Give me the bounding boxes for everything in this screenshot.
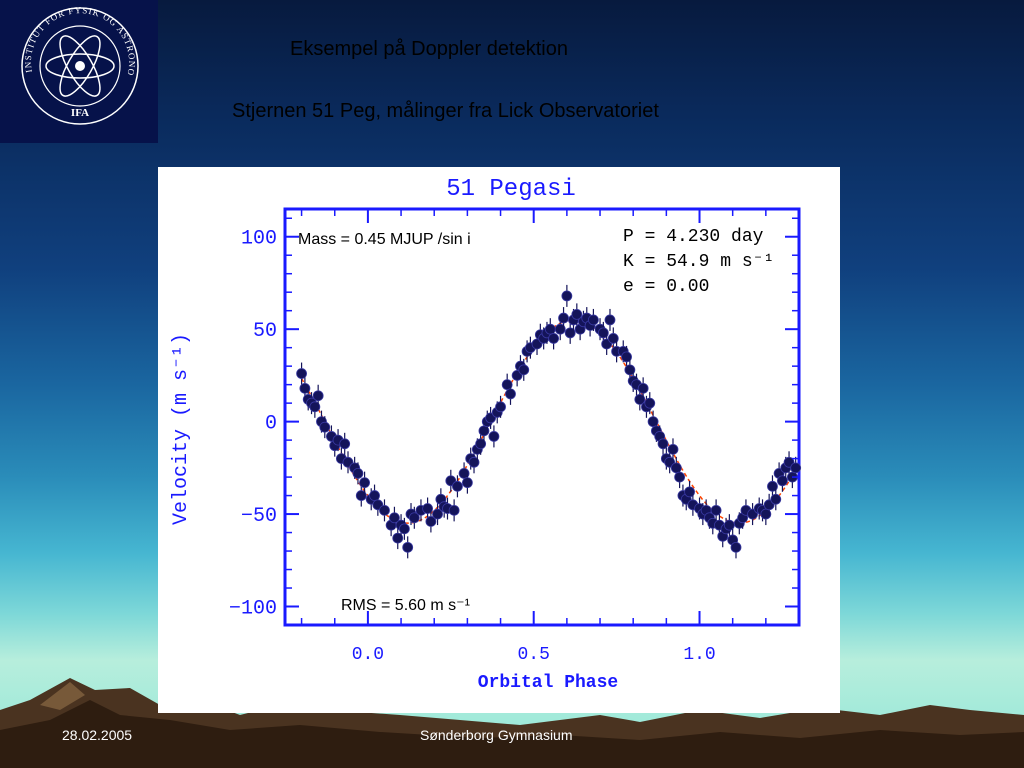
data-point [637,377,649,400]
data-point [398,517,410,540]
data-point [408,506,420,529]
data-point [790,456,802,479]
x-tick-label: 0.5 [518,645,550,665]
data-point [564,321,576,344]
data-point [448,499,460,522]
logo-ring-text: INSTITUT FOR FYSIK OG ASTRONOMI [0,0,136,77]
data-point [296,362,307,385]
chart-panel: 51 Pegasi 0.0 0.5 1.0 −100 −50 0 50 100 Orbital… [158,167,840,713]
y-tick-label: −50 [241,505,277,528]
x-tick-label: 1.0 [683,645,715,665]
data-point [777,469,788,492]
data-point [312,384,324,407]
data-point [339,432,351,455]
data-point [475,432,487,455]
y-tick-label: 0 [265,413,277,436]
radial-velocity-chart: 51 Pegasi 0.0 0.5 1.0 −100 −50 0 50 100 Orbital… [170,176,802,693]
data-point [319,416,331,439]
data-point [730,536,742,559]
data-point [684,480,695,503]
mountain-silhouette [0,678,1024,768]
data-point [488,425,500,448]
y-tick-label: 100 [241,228,277,251]
logo-panel: INSTITUT FOR FYSIK OG ASTRONOMI IFA [0,0,158,143]
x-tick-label: 0.0 [352,645,384,665]
svg-text:INSTITUT FOR FYSIK OG ASTRONOM: INSTITUT FOR FYSIK OG ASTRONOMI [0,0,137,77]
footer-center: Sønderborg Gymnasium [420,727,573,743]
y-axis-label: Velocity (m s⁻¹) [170,333,193,525]
data-point [710,499,722,522]
data-point [425,510,437,533]
data-point [392,527,404,550]
data-point [505,382,516,405]
period-annotation: P = 4.230 day [623,227,764,247]
data-point [402,536,414,559]
x-axis-label: Orbital Phase [478,673,618,693]
footer-date: 28.02.2005 [62,727,133,743]
data-point [587,308,599,331]
data-point [558,307,569,330]
data-point [621,345,632,368]
data-point [495,395,506,418]
data-point [571,303,583,326]
slide-title: Eksempel på Doppler detektion [290,38,568,60]
data-point [432,503,443,526]
data-point [604,308,616,331]
data-point [770,488,782,511]
data-point [548,327,560,350]
y-tick-label: 50 [253,320,277,343]
data-point [607,327,619,350]
data-point [657,432,669,455]
amplitude-annotation: K = 54.9 m s⁻¹ [623,252,774,272]
data-point [389,506,400,529]
data-point [379,499,390,522]
y-tick-label: −100 [229,598,277,621]
data-point [461,471,473,494]
data-point [561,284,573,307]
data-point [644,392,656,415]
chart-title: 51 Pegasi [446,176,576,203]
slide-subtitle: Stjernen 51 Peg, målinger fra Lick Obser… [232,100,659,122]
data-point [667,438,679,461]
plot-frame [283,207,801,627]
data-point [452,475,463,498]
mass-annotation: Mass = 0.45 MJUP /sin i [298,231,471,248]
logo-bottom-text: IFA [71,107,89,119]
data-point [359,471,370,494]
data-point [352,462,364,485]
rms-annotation: RMS = 5.60 m s⁻¹ [341,597,470,614]
data-point [355,484,367,507]
eccentricity-annotation: e = 0.00 [623,277,709,297]
data-point [422,497,433,520]
data-point [518,358,530,381]
data-point [674,466,686,489]
data-point [767,475,778,498]
data-point [468,451,480,474]
ifa-logo-icon: INSTITUT FOR FYSIK OG ASTRONOMI IFA [0,0,139,125]
